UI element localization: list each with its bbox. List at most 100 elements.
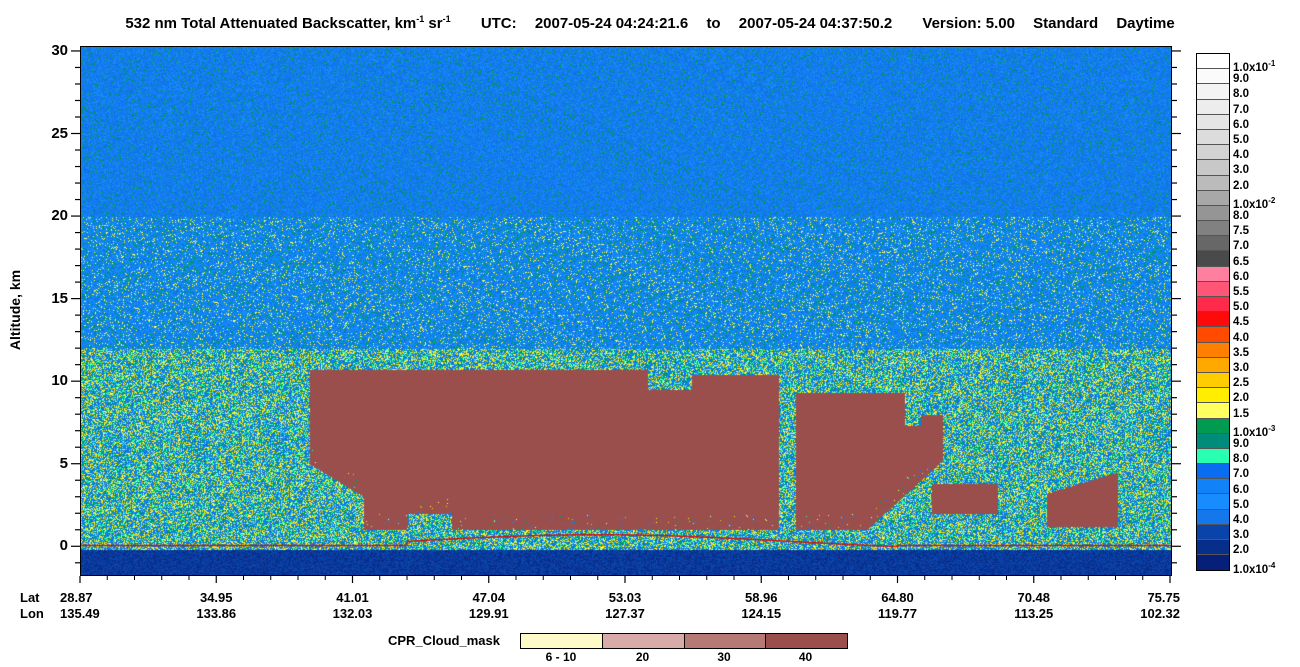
x-tick-lat: 47.04 bbox=[472, 590, 506, 605]
cloud-mask-label: 6 - 10 bbox=[545, 650, 577, 664]
mode-label: Daytime bbox=[1116, 15, 1175, 32]
colorbar-label: 6.0 bbox=[1233, 270, 1249, 283]
colorbar-label: 6.5 bbox=[1233, 255, 1249, 268]
x-tick-lat: 70.48 bbox=[1017, 590, 1051, 605]
colorbar-swatch bbox=[1197, 327, 1229, 343]
x-tick-lon: 124.15 bbox=[741, 606, 782, 621]
colorbar-label: 5.0 bbox=[1233, 134, 1249, 146]
colorbar-swatch bbox=[1197, 494, 1229, 510]
y-tick-label: 25 bbox=[51, 124, 68, 142]
colorbar-label: 7.0 bbox=[1233, 468, 1249, 481]
x-tick-lat: 75.75 bbox=[1147, 590, 1180, 605]
x-tick-lat: 41.01 bbox=[336, 590, 369, 605]
colorbar-label: 3.5 bbox=[1233, 346, 1249, 359]
y-tick-label: 5 bbox=[59, 454, 68, 472]
colorbar-label: 3.0 bbox=[1233, 362, 1249, 374]
colorbar-swatch bbox=[1197, 448, 1229, 465]
colorbar-swatch bbox=[1197, 69, 1229, 85]
utc-end: 2007-05-24 04:37:50.2 bbox=[738, 15, 893, 32]
colorbar-label: 9.0 bbox=[1233, 438, 1249, 450]
x-tick-lon: 113.25 bbox=[1014, 606, 1054, 621]
y-tick-label: 30 bbox=[51, 41, 68, 59]
colorbar-label: 2.0 bbox=[1233, 544, 1249, 557]
colorbar-swatch bbox=[1197, 372, 1229, 389]
colorbar-label: 1.0x10-2 bbox=[1233, 195, 1276, 211]
colorbar-label: 4.0 bbox=[1233, 331, 1249, 344]
y-tick-label: 20 bbox=[51, 207, 68, 225]
colorbar-label: 7.0 bbox=[1233, 240, 1249, 253]
colorbar-label: 1.0x10-3 bbox=[1233, 423, 1276, 439]
colorbar-label: 2.5 bbox=[1233, 377, 1249, 390]
colorbar-label: 1.0x10-1 bbox=[1233, 59, 1276, 74]
x-tick-lon: 127.37 bbox=[605, 606, 645, 621]
colorbar-swatch bbox=[1197, 464, 1229, 480]
colorbar-swatch bbox=[1197, 266, 1229, 282]
colorbar-swatch bbox=[1197, 403, 1229, 419]
colorbar-swatch bbox=[1197, 540, 1229, 556]
cloud-mask-swatch bbox=[521, 634, 603, 648]
cloud-mask-label: 20 bbox=[635, 650, 650, 664]
colorbar-label: 8.0 bbox=[1233, 453, 1249, 466]
backscatter-heatmap[interactable] bbox=[80, 46, 1172, 576]
colorbar-swatch bbox=[1197, 433, 1229, 449]
colorbar-swatch bbox=[1197, 236, 1229, 252]
x-tick-lon: 132.03 bbox=[332, 606, 373, 621]
cloud-mask-label: 30 bbox=[717, 650, 731, 664]
colorbar-label: 3.0 bbox=[1233, 529, 1249, 542]
colorbar-swatch bbox=[1197, 312, 1229, 328]
x-tick-lon: 135.49 bbox=[60, 606, 100, 621]
x-tick-lon: 102.32 bbox=[1140, 606, 1180, 621]
colorbar-label: 1.5 bbox=[1233, 407, 1249, 420]
colorbar-label: 3.0 bbox=[1233, 164, 1249, 177]
x-tick-lon: 133.86 bbox=[196, 606, 237, 621]
colorbar-label: 7.0 bbox=[1233, 103, 1249, 116]
colorbar-swatch bbox=[1197, 190, 1229, 206]
colorbar-label: 8.0 bbox=[1233, 210, 1249, 222]
lat-row-label: Lat bbox=[20, 590, 40, 605]
colorbar-swatch bbox=[1197, 160, 1229, 176]
colorbar-label: 6.0 bbox=[1233, 118, 1249, 131]
colorbar-swatch bbox=[1197, 251, 1229, 267]
x-tick-lat: 64.80 bbox=[881, 590, 914, 605]
colorbar-label: 5.0 bbox=[1233, 498, 1249, 511]
y-tick-label: 0 bbox=[59, 537, 68, 555]
colorbar-swatch bbox=[1197, 114, 1229, 130]
cloud-mask-swatch bbox=[766, 634, 847, 648]
colorbar-label: 8.0 bbox=[1233, 88, 1249, 101]
x-tick-lat: 58.96 bbox=[744, 590, 778, 605]
cloud-mask-title: CPR_Cloud_mask bbox=[388, 633, 500, 648]
x-tick-lat: 28.87 bbox=[60, 590, 93, 605]
colorbar-swatch bbox=[1197, 281, 1229, 297]
colorbar-swatch bbox=[1197, 297, 1229, 313]
cloud-mask-swatch bbox=[602, 634, 685, 648]
colorbar-swatch bbox=[1197, 175, 1229, 191]
colorbar-swatch bbox=[1197, 418, 1229, 434]
colorbar-label: 4.0 bbox=[1233, 514, 1249, 526]
colorbar-swatch bbox=[1197, 99, 1229, 115]
colorbar-label: 1.0x10-4 bbox=[1233, 560, 1276, 576]
colorbar-label: 4.0 bbox=[1233, 149, 1249, 162]
colorbar-swatch bbox=[1197, 388, 1229, 404]
colorbar-label: 2.0 bbox=[1233, 392, 1249, 405]
colorbar-swatch bbox=[1197, 509, 1229, 525]
utc-label: UTC: bbox=[480, 15, 517, 32]
colorbar-swatch bbox=[1197, 357, 1229, 373]
colorbar-swatch bbox=[1197, 129, 1229, 146]
colorbar-swatch bbox=[1197, 205, 1229, 222]
x-tick-lat: 34.95 bbox=[199, 590, 233, 605]
colorbar-label: 9.0 bbox=[1233, 73, 1249, 86]
colorbar-swatch bbox=[1197, 555, 1229, 571]
colorbar-swatch bbox=[1197, 524, 1229, 540]
chart-title: 532 nm Total Attenuated Backscatter, km-… bbox=[125, 14, 1175, 32]
x-tick-lon: 119.77 bbox=[877, 606, 918, 621]
colorbar-label: 4.5 bbox=[1233, 316, 1249, 329]
colorbar-label: 7.5 bbox=[1233, 225, 1249, 238]
product-label: Standard bbox=[1033, 15, 1099, 32]
lon-row-label: Lon bbox=[20, 606, 44, 621]
cloud-mask-legend bbox=[520, 633, 848, 649]
colorbar-swatch bbox=[1197, 145, 1229, 161]
colorbar-label: 6.0 bbox=[1233, 483, 1249, 496]
colorbar-swatch bbox=[1197, 84, 1229, 100]
utc-start: 2007-05-24 04:24:21.6 bbox=[534, 15, 689, 32]
